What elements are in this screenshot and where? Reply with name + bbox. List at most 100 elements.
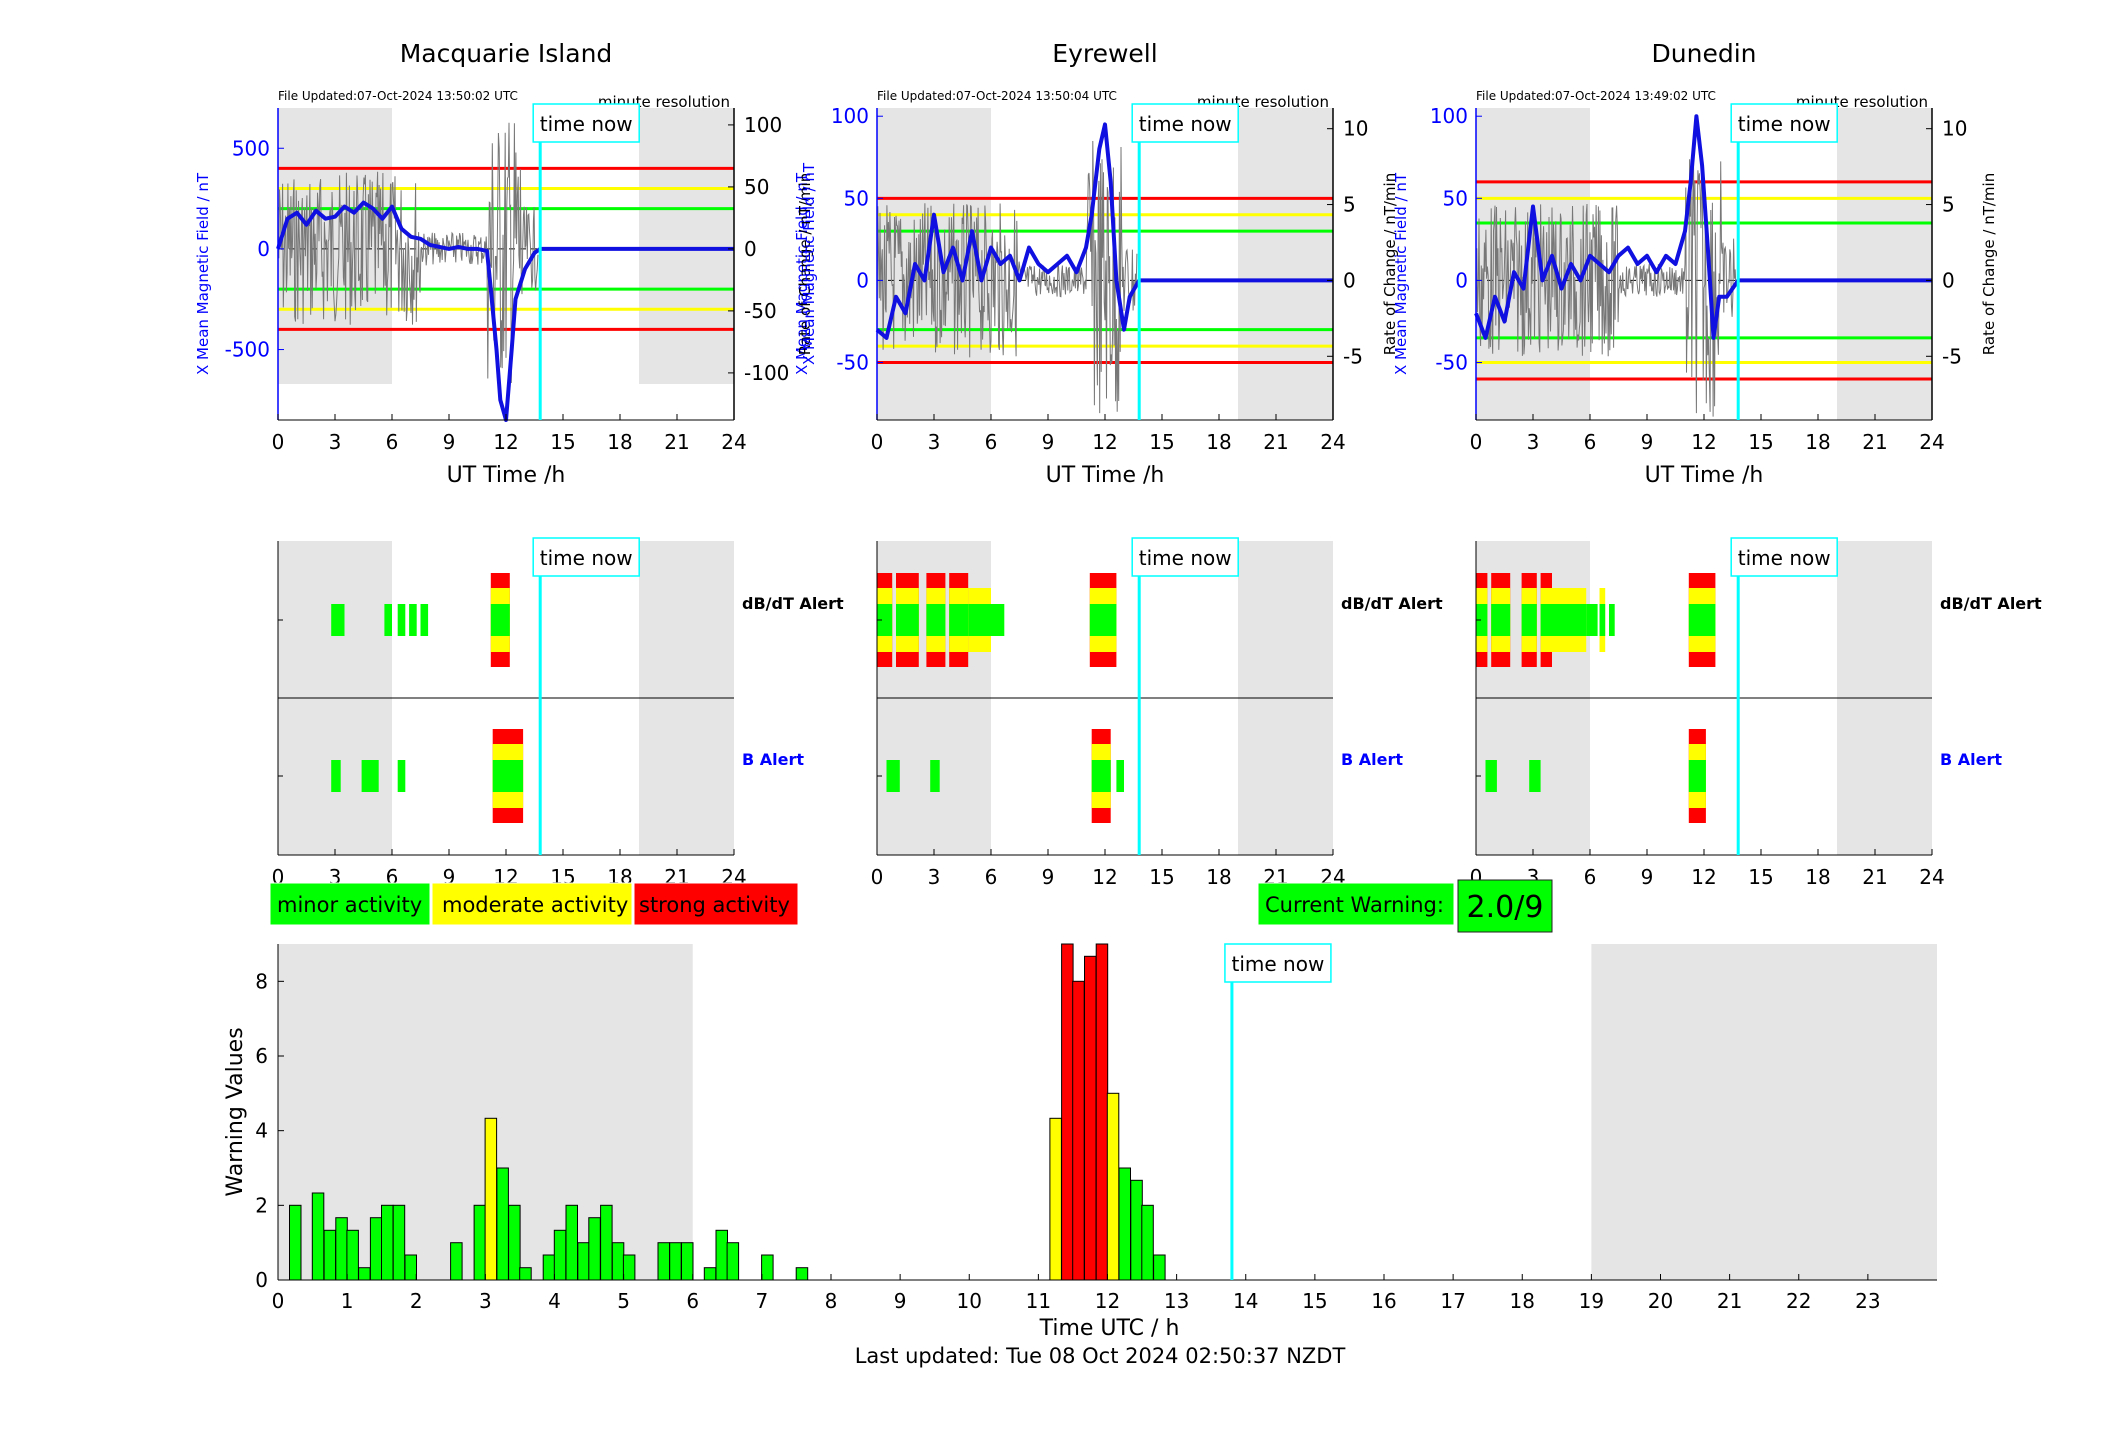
y-tick-label-right: 10	[1942, 117, 1967, 141]
x-axis-label: UT Time /h	[447, 463, 566, 488]
y-tick-label-right: -5	[1942, 344, 1962, 368]
alert-x-tick-label: 0	[871, 865, 884, 889]
warning-y-tick-label: 6	[255, 1044, 268, 1068]
b-alert-label: B Alert	[1940, 750, 2002, 769]
y-tick-label-right: 0	[1343, 268, 1356, 292]
warning-bar	[657, 1242, 670, 1281]
rate-of-change-trace	[1475, 145, 1737, 417]
warning-bar	[473, 1204, 487, 1281]
alert-x-tick-label: 18	[1206, 865, 1231, 889]
last-updated: Last updated: Tue 08 Oct 2024 02:50:37 N…	[855, 1344, 1346, 1368]
y-tick-label-right: 50	[744, 175, 769, 199]
warning-time-now-box	[1224, 943, 1332, 983]
x-tick-label: 18	[1805, 430, 1830, 454]
dbdt-alert-block-minor	[1599, 604, 1606, 636]
station-panel-0: Macquarie Island File Updated:07-Oct-2024…	[194, 39, 844, 889]
warning-x-tick-label: 16	[1371, 1289, 1396, 1313]
warning-x-tick-label: 18	[1510, 1289, 1535, 1313]
legend-moderate-label: moderate activity	[442, 893, 628, 917]
warning-x-tick-label: 21	[1717, 1289, 1742, 1313]
warning-y-axis-label: Warning Values	[223, 1027, 248, 1196]
y-tick-label-right: 5	[1343, 193, 1356, 217]
warning-y-tick-label: 2	[255, 1193, 268, 1217]
warning-x-tick-label: 12	[1095, 1289, 1120, 1313]
y-axis-label-overlap: X Mean Magnetic Field / nT	[800, 162, 818, 365]
x-tick-label: 18	[1206, 430, 1231, 454]
alert-time-now-label: time now	[540, 546, 633, 570]
x-axis-label: UT Time /h	[1645, 463, 1764, 488]
warning-bar	[484, 1117, 498, 1281]
x-tick-label: 21	[1862, 430, 1887, 454]
warning-bar	[369, 1217, 383, 1281]
current-warning-label-box	[1257, 882, 1455, 926]
dbdt-alert-block-minor	[1089, 604, 1117, 636]
y-axis-label: X Mean Magnetic Field / nT	[793, 172, 811, 375]
warning-bar	[588, 1217, 601, 1281]
dbdt-alert-block-minor	[420, 604, 429, 636]
x-tick-label: 6	[985, 430, 998, 454]
dbdt-alert-block-minor	[1540, 604, 1552, 636]
dbdt-alert-block-minor	[1552, 604, 1587, 636]
warning-bar	[1084, 955, 1097, 1281]
b-alert-block-minor	[1529, 760, 1541, 792]
alert-x-tick-label: 15	[1748, 865, 1773, 889]
warning-bar	[335, 1217, 348, 1281]
warning-bar	[542, 1254, 556, 1281]
b-alert-block-minor	[397, 760, 406, 792]
x-tick-label: 15	[1748, 430, 1773, 454]
warning-bar	[358, 1267, 371, 1281]
x-tick-label: 24	[1919, 430, 1944, 454]
warning-x-tick-label: 17	[1440, 1289, 1465, 1313]
x-tick-label: 3	[1527, 430, 1540, 454]
y-tick-label-right: -5	[1343, 344, 1363, 368]
warning-bar	[761, 1254, 774, 1281]
warning-night-band	[1591, 944, 1937, 1280]
warning-x-tick-label: 23	[1855, 1289, 1880, 1313]
x-tick-label: 0	[871, 430, 884, 454]
b-alert-label: B Alert	[1341, 750, 1403, 769]
night-band	[639, 108, 734, 384]
warning-bar	[1130, 1179, 1143, 1281]
time-now-label: time now	[1738, 112, 1831, 136]
warning-bar	[577, 1242, 590, 1281]
warning-bar	[450, 1242, 463, 1281]
dbdt-alert-label: dB/dT Alert	[1940, 594, 2042, 613]
warning-x-tick-label: 19	[1579, 1289, 1604, 1313]
warning-bar	[553, 1229, 567, 1281]
alert-time-now-label: time now	[1139, 546, 1232, 570]
dbdt-alert-block-minor	[1521, 604, 1537, 636]
alert-x-tick-label: 21	[1862, 865, 1887, 889]
legend-moderate-swatch	[431, 882, 633, 926]
y-tick-label: 50	[1443, 186, 1468, 210]
warning-x-tick-label: 0	[272, 1289, 285, 1313]
b-alert-block-minor	[886, 760, 900, 792]
warning-x-tick-label: 3	[479, 1289, 492, 1313]
x-tick-label: 12	[1691, 430, 1716, 454]
warning-bar	[346, 1229, 359, 1281]
x-tick-label: 21	[1263, 430, 1288, 454]
x-tick-label: 15	[1149, 430, 1174, 454]
b-alert-block-minor	[1688, 760, 1706, 792]
y-tick-label-right: 0	[1942, 268, 1955, 292]
dbdt-alert-block-minor	[949, 604, 969, 636]
warning-x-tick-label: 2	[410, 1289, 423, 1313]
dbdt-alert-block-minor	[490, 604, 510, 636]
x-tick-label: 24	[1320, 430, 1345, 454]
warning-x-tick-label: 6	[686, 1289, 699, 1313]
x-tick-label: 12	[493, 430, 518, 454]
warning-bar	[404, 1254, 417, 1281]
warning-x-tick-label: 20	[1648, 1289, 1673, 1313]
warning-bar	[323, 1229, 337, 1281]
x-tick-label: 3	[329, 430, 342, 454]
warning-x-tick-label: 7	[756, 1289, 769, 1313]
y-axis-label: X Mean Magnetic Field / nT	[1392, 172, 1410, 375]
warning-bar	[1072, 980, 1085, 1281]
field-line	[1474, 114, 1932, 340]
alert-x-tick-label: 12	[1691, 865, 1716, 889]
y-tick-label: 50	[844, 186, 869, 210]
warning-bar	[508, 1204, 521, 1281]
warning-bar	[289, 1204, 302, 1281]
alert-time-now-box	[1730, 537, 1838, 577]
warning-x-tick-label: 11	[1026, 1289, 1051, 1313]
